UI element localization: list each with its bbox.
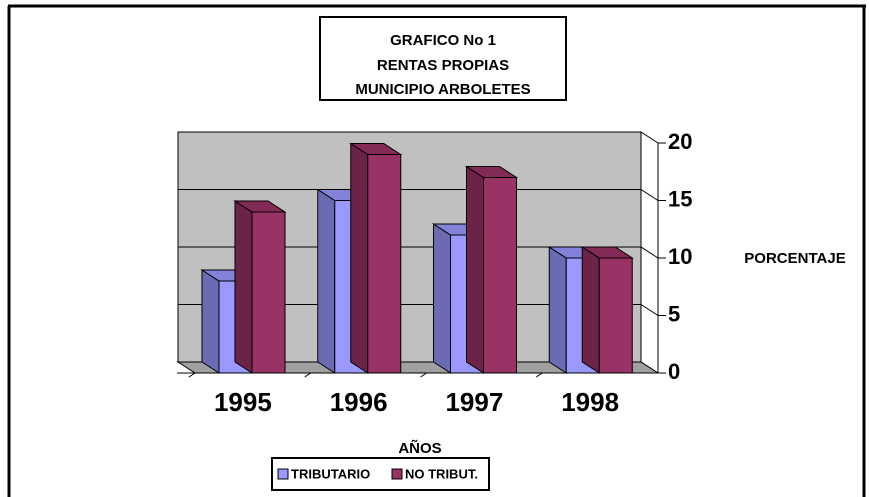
x-tick-label: 1995 — [214, 387, 272, 417]
bar-side — [350, 142, 369, 374]
grid-line — [178, 131, 659, 144]
x-tick — [304, 372, 312, 378]
y-axis-label: PORCENTAJE — [744, 250, 845, 267]
x-tick-label: 1998 — [561, 387, 619, 417]
y-tick-label: 5 — [668, 301, 680, 326]
title-box — [319, 16, 567, 101]
y-tick-label: 15 — [668, 186, 692, 211]
chart-title: MUNICIPIO ARBOLETES — [355, 81, 530, 98]
bar-side — [581, 246, 600, 374]
x-tick — [535, 372, 543, 378]
x-tick — [188, 372, 196, 378]
bar — [483, 177, 517, 374]
bar-side — [466, 165, 484, 374]
y-tick-label: 0 — [668, 359, 680, 384]
bar-side — [234, 200, 253, 374]
y-tick-label: 10 — [668, 244, 692, 269]
x-tick-label: 1997 — [445, 387, 503, 417]
legend-label: TRIBUTARIO — [291, 466, 370, 481]
legend-swatch — [391, 468, 403, 480]
chart-title: RENTAS PROPIAS — [377, 57, 509, 74]
frame — [7, 4, 866, 497]
x-tick-label: 1996 — [330, 387, 388, 417]
chart-title: GRAFICO No 1 — [390, 32, 496, 49]
legend-label: NO TRIBUT. — [405, 466, 478, 481]
x-tick — [420, 372, 427, 378]
bar-side — [317, 188, 336, 374]
bar-side — [433, 223, 451, 374]
bar — [251, 211, 286, 374]
bar — [598, 257, 633, 374]
bar — [367, 154, 402, 374]
bar-side — [201, 269, 220, 374]
y-tick-label: 20 — [668, 129, 692, 154]
legend-swatch — [277, 468, 289, 480]
legend-box — [271, 457, 490, 491]
bar-side — [548, 246, 567, 374]
x-axis-label: AÑOS — [398, 439, 441, 457]
